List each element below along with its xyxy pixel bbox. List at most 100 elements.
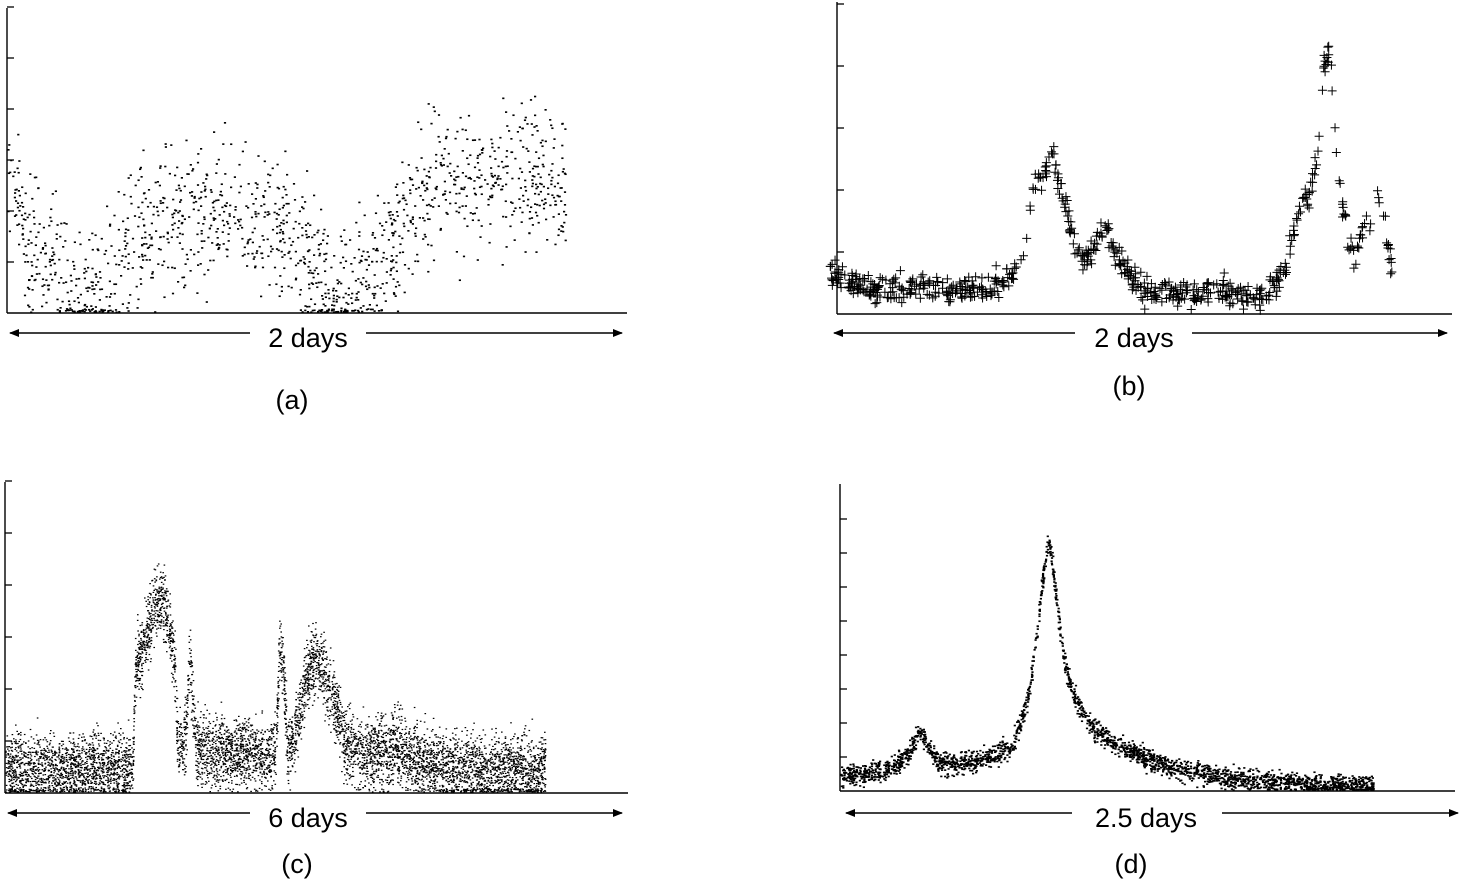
data-point [415, 737, 418, 739]
data-point [215, 756, 218, 758]
data-point [455, 786, 457, 788]
data-point [476, 154, 480, 157]
data-point [468, 765, 470, 767]
data-point [181, 233, 184, 236]
data-point [200, 711, 202, 713]
data-point [489, 155, 492, 158]
data-point [227, 240, 230, 242]
data-point [53, 253, 56, 256]
data-point [181, 744, 183, 746]
data-point [397, 755, 399, 757]
data-point [350, 728, 353, 730]
data-point [496, 781, 499, 783]
data-point [224, 763, 226, 765]
data-point [255, 735, 257, 737]
data-point [289, 757, 291, 759]
data-point [428, 203, 431, 206]
data-point [504, 772, 507, 774]
data-point [441, 776, 444, 778]
data-point [16, 224, 19, 226]
data-point [479, 748, 481, 750]
data-point [864, 290, 874, 300]
data-point [339, 725, 341, 727]
data-point [278, 679, 281, 681]
data-point [15, 772, 17, 774]
data-point [25, 762, 27, 764]
data-point [553, 138, 556, 140]
data-point [94, 234, 97, 237]
data-point [415, 188, 418, 190]
data-point [375, 745, 378, 747]
data-point [222, 143, 225, 145]
data-point [132, 760, 135, 762]
data-point [185, 771, 187, 773]
data-point [353, 257, 356, 259]
data-point [942, 274, 952, 284]
data-point [220, 194, 224, 197]
data-point [241, 255, 244, 257]
data-point [478, 776, 480, 778]
data-point [470, 765, 472, 767]
data-point [915, 293, 925, 303]
data-point [1065, 228, 1075, 238]
data-point [78, 771, 80, 773]
data-point [457, 745, 459, 747]
data-point [170, 655, 172, 657]
data-point [9, 789, 11, 791]
data-point [7, 149, 10, 151]
data-point [503, 782, 506, 785]
data-point [182, 749, 185, 751]
data-point [528, 211, 532, 213]
data-point [295, 740, 298, 742]
data-point [1374, 193, 1384, 203]
data-point [142, 641, 144, 644]
data-point [407, 267, 410, 270]
data-point [542, 154, 545, 157]
data-point [163, 197, 166, 200]
data-point [382, 741, 384, 743]
data-point [370, 757, 372, 759]
data-point [251, 252, 254, 255]
data-point [227, 233, 230, 235]
data-point [1274, 282, 1284, 292]
data-point [508, 791, 511, 793]
data-point [179, 189, 182, 192]
data-point [360, 764, 363, 766]
data-point [309, 673, 312, 675]
data-point [282, 222, 285, 225]
data-point [522, 194, 525, 197]
data-point [54, 271, 57, 274]
data-point [961, 277, 971, 287]
data-point [388, 765, 391, 767]
data-point [336, 311, 339, 313]
data-point [333, 721, 335, 724]
data-point [118, 765, 120, 767]
data-point [169, 593, 171, 595]
data-point [153, 646, 155, 649]
data-point [415, 166, 418, 169]
data-point [474, 751, 477, 753]
data-point [425, 182, 429, 185]
data-point [186, 724, 188, 726]
data-point [950, 288, 960, 298]
data-point [848, 289, 858, 299]
data-point [345, 779, 347, 781]
data-point [418, 774, 421, 776]
data-point [293, 740, 296, 742]
data-point [482, 773, 485, 775]
data-point [305, 655, 308, 657]
data-point [17, 752, 20, 754]
data-point [217, 729, 220, 732]
data-point [199, 263, 202, 265]
data-point [406, 753, 408, 755]
data-point [22, 791, 25, 793]
data-point [339, 756, 341, 758]
data-point [1271, 291, 1281, 301]
data-point [182, 276, 186, 279]
data-point [402, 758, 404, 760]
data-point [330, 309, 333, 312]
data-point [31, 751, 34, 753]
data-point [1081, 249, 1091, 259]
data-point [502, 785, 504, 788]
data-point [27, 761, 30, 763]
